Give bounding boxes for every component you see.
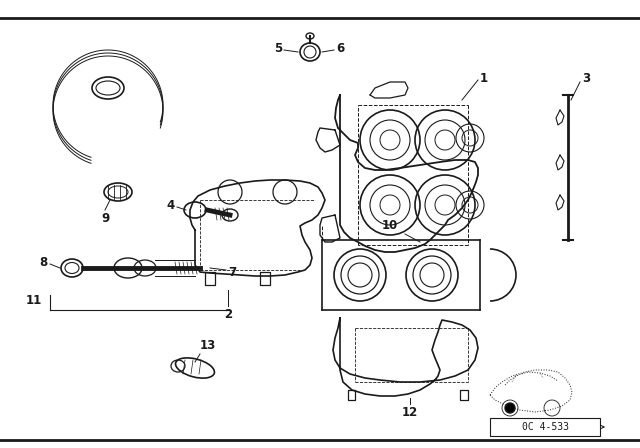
Text: 8: 8	[40, 255, 48, 268]
Text: 11: 11	[26, 293, 42, 306]
Text: 3: 3	[582, 72, 590, 85]
Text: 7: 7	[228, 266, 236, 279]
Circle shape	[505, 403, 515, 413]
Text: 5: 5	[274, 42, 282, 55]
Text: 6: 6	[336, 42, 344, 55]
Text: 10: 10	[382, 219, 398, 232]
Text: 12: 12	[402, 406, 418, 419]
Text: 13: 13	[200, 339, 216, 352]
Text: 1: 1	[480, 72, 488, 85]
Text: 4: 4	[167, 198, 175, 211]
Text: 9: 9	[101, 212, 109, 225]
Text: 0C 4-533: 0C 4-533	[522, 422, 568, 432]
Bar	[490, 418, 600, 436]
Text: 2: 2	[224, 308, 232, 321]
